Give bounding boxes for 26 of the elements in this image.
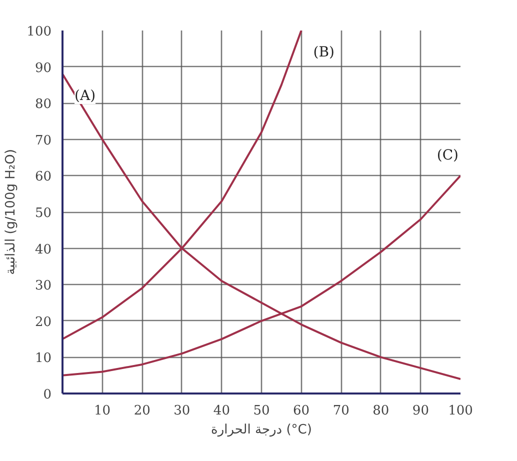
y-axis-title: الذائبية (g/100g H₂O) [4,149,19,275]
y-tick-label: 50 [34,206,52,221]
series-label: (A) [74,88,96,104]
y-tick-label: 30 [34,278,52,294]
x-tick-label: 10 [94,404,111,418]
x-tick-label: 60 [293,404,310,418]
y-tick-label: 0 [43,388,52,402]
y-tick-label: 90 [34,60,52,76]
y-tick-label: 100 [26,24,52,40]
series-label: (B) [313,44,335,60]
x-tick-label: 90 [412,404,429,418]
x-tick-label: 20 [134,404,150,418]
y-tick-label: 70 [34,133,52,148]
y-tick-label: 60 [34,170,52,185]
y-tick-label: 80 [34,97,52,112]
x-tick-label: 100 [448,404,473,418]
x-tick-label: 80 [372,404,390,418]
series-label: (C) [436,148,459,164]
x-tick-label: 30 [174,404,190,418]
y-tick-label: 20 [34,314,52,330]
x-tick-label: 40 [213,404,230,418]
x-axis-title: درجة الحرارة (°C) [211,422,312,438]
x-tick-label: 50 [253,404,270,418]
y-tick-label: 40 [34,242,52,258]
y-tick-label: 10 [34,351,52,366]
x-tick-label: 70 [332,404,350,418]
